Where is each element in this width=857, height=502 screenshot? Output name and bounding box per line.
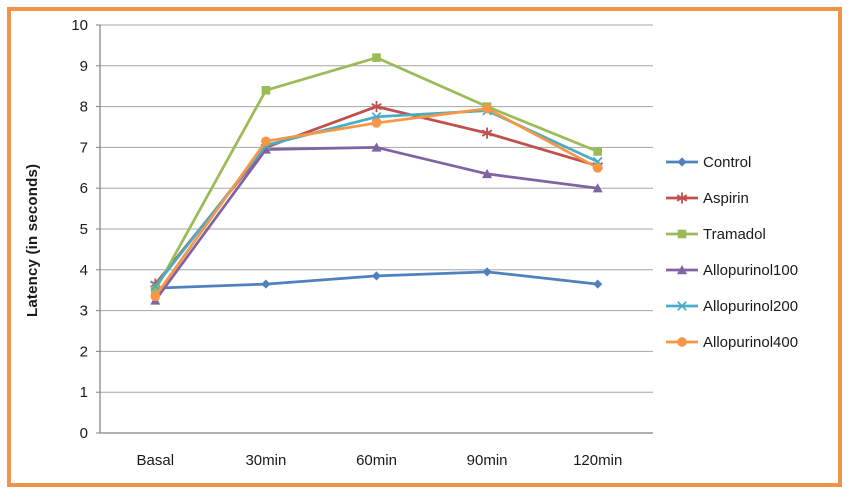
square-marker bbox=[261, 85, 271, 95]
square-marker bbox=[372, 53, 381, 62]
x-category-label: 60min bbox=[356, 452, 397, 469]
legend-label: Allopurinol200 bbox=[703, 297, 799, 315]
circle-legend-swatch-icon bbox=[666, 337, 698, 347]
triangle-legend-swatch-icon bbox=[666, 265, 698, 275]
y-tick-label: 4 bbox=[80, 262, 88, 279]
legend-item-allopurinol200[interactable]: Allopurinol200 bbox=[664, 294, 798, 318]
diamond-marker bbox=[371, 271, 382, 281]
asterisk-marker bbox=[481, 127, 493, 139]
x-category-labels: Basal 30min 60min 90min 120min bbox=[137, 452, 623, 469]
series-tramadol bbox=[151, 53, 602, 295]
legend-label: Allopurinol100 bbox=[703, 261, 799, 279]
y-tick-label: 0 bbox=[80, 425, 88, 442]
circle-marker bbox=[150, 291, 161, 302]
triangle-marker bbox=[371, 142, 382, 152]
series-line bbox=[153, 109, 600, 288]
x-category-label: Basal bbox=[137, 452, 175, 469]
series-line bbox=[153, 56, 600, 292]
y-tick-label: 9 bbox=[80, 58, 88, 75]
triangle-marker bbox=[677, 265, 687, 275]
y-tick-label: 1 bbox=[80, 384, 88, 401]
legend-item-aspirin[interactable]: Aspirin bbox=[664, 186, 798, 210]
diamond-marker bbox=[261, 279, 271, 289]
y-axis-title: Latency (in seconds) bbox=[24, 163, 41, 317]
x-category-label: 30min bbox=[245, 452, 286, 469]
circle-marker bbox=[261, 136, 271, 147]
square-marker bbox=[677, 229, 687, 239]
y-tick-label: 5 bbox=[80, 221, 88, 238]
circle-marker bbox=[371, 118, 382, 128]
x-category-label: 120min bbox=[573, 452, 622, 469]
legend-item-tramadol[interactable]: Tramadol bbox=[664, 222, 798, 246]
x-marker bbox=[677, 301, 687, 311]
y-tick-label: 2 bbox=[80, 343, 88, 360]
gridlines bbox=[96, 24, 653, 434]
circle-marker bbox=[677, 337, 687, 347]
x-category-label: 90min bbox=[467, 452, 508, 469]
y-tick-label: 8 bbox=[80, 99, 88, 116]
diamond-marker bbox=[482, 267, 492, 277]
series-line bbox=[153, 107, 600, 298]
square-legend-swatch-icon bbox=[666, 229, 698, 239]
diamond-marker bbox=[677, 157, 687, 167]
legend-label: Tramadol bbox=[703, 225, 766, 243]
y-tick-label: 7 bbox=[80, 139, 88, 156]
triangle-marker bbox=[260, 144, 271, 154]
y-tick-labels: 0 1 2 3 4 5 6 7 8 9 10 bbox=[71, 17, 88, 442]
triangle-marker bbox=[482, 168, 493, 179]
circle-marker bbox=[482, 103, 492, 114]
y-tick-label: 10 bbox=[71, 17, 88, 34]
circle-marker bbox=[592, 163, 603, 173]
axes bbox=[99, 25, 653, 434]
asterisk-marker bbox=[371, 101, 382, 113]
x-marker bbox=[150, 281, 161, 291]
series-aspirin bbox=[150, 101, 603, 290]
diamond-legend-swatch-icon bbox=[666, 157, 698, 167]
triangle-marker bbox=[592, 183, 603, 193]
asterisk-legend-swatch-icon bbox=[666, 192, 698, 204]
legend-label: Allopurinol400 bbox=[703, 333, 799, 351]
square-marker bbox=[151, 285, 160, 295]
legend-item-allopurinol100[interactable]: Allopurinol100 bbox=[664, 258, 798, 282]
legend: Control Aspirin Tramadol Allopurinol100 Allo… bbox=[664, 150, 798, 354]
legend-label: Control bbox=[703, 153, 752, 171]
asterisk-marker bbox=[676, 192, 688, 204]
y-tick-label: 3 bbox=[80, 303, 88, 320]
y-tick-label: 6 bbox=[80, 180, 88, 197]
square-marker bbox=[593, 147, 602, 156]
x-legend-swatch-icon bbox=[666, 301, 698, 311]
series-allopurinol400 bbox=[150, 103, 603, 302]
legend-item-allopurinol400[interactable]: Allopurinol400 bbox=[664, 330, 798, 354]
diamond-marker bbox=[593, 279, 603, 289]
series-control bbox=[150, 267, 603, 293]
legend-item-control[interactable]: Control bbox=[664, 150, 798, 174]
legend-label: Aspirin bbox=[703, 189, 749, 207]
